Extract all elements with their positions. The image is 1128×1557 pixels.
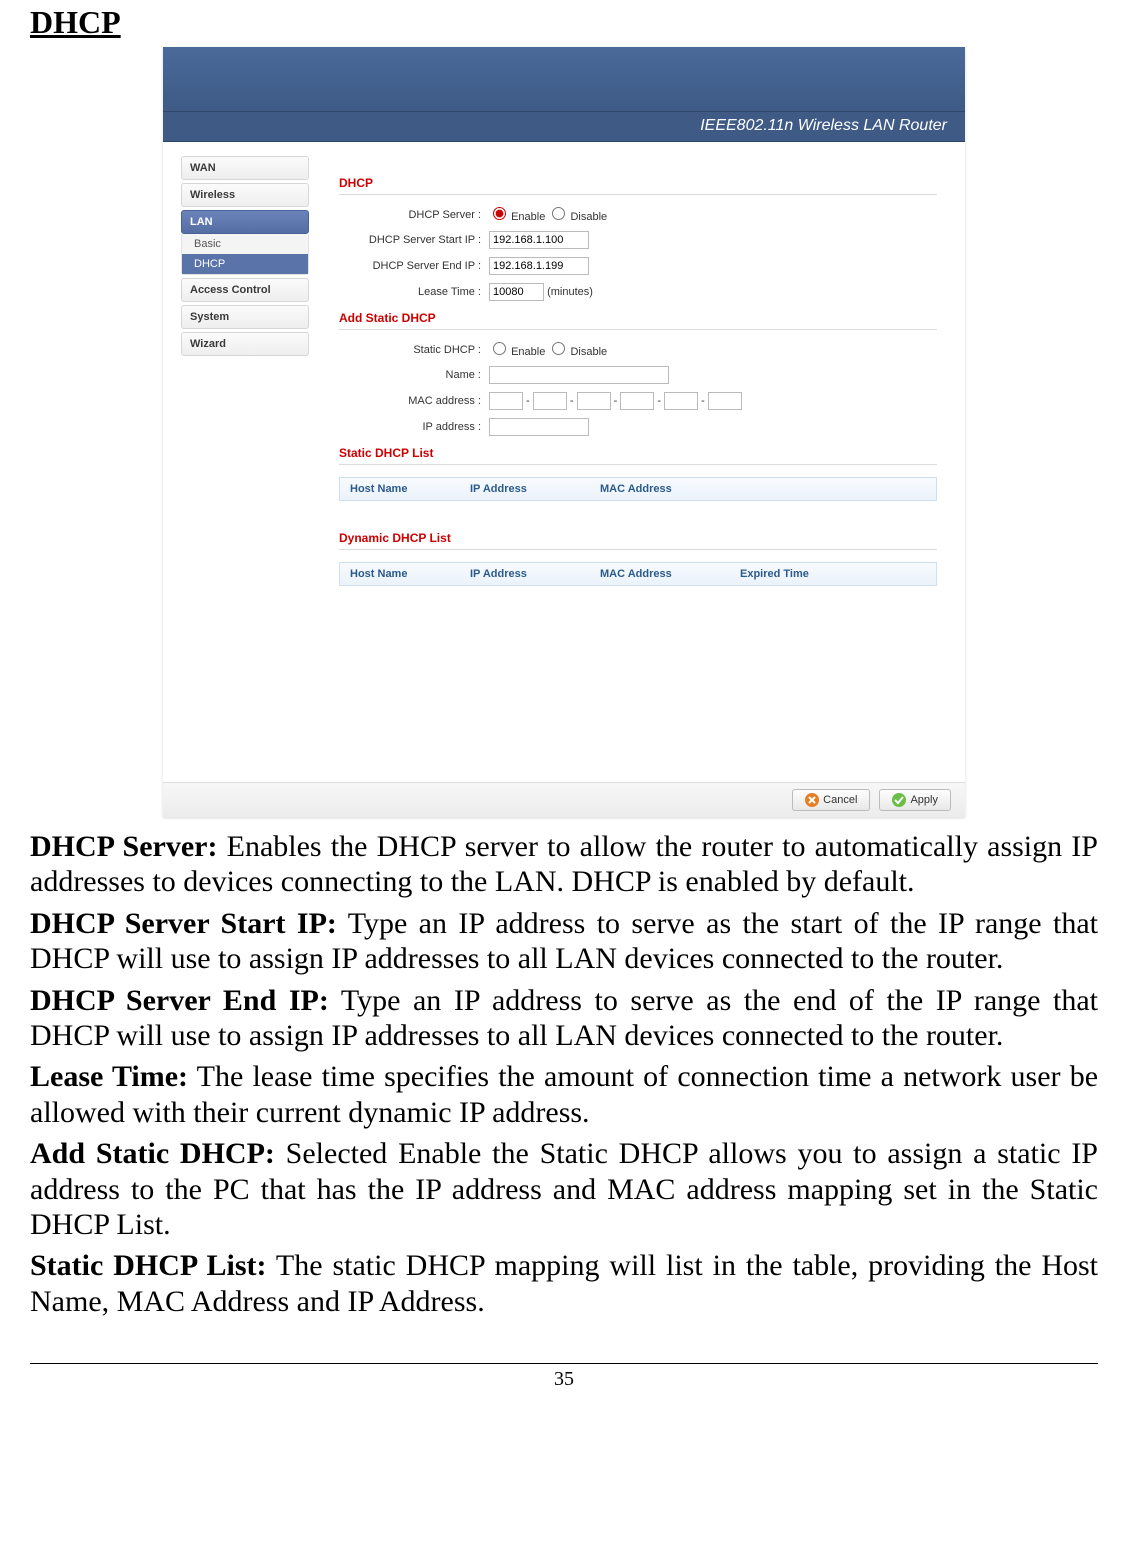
label-disable: Disable xyxy=(570,211,607,223)
section-dynamic-list: Dynamic DHCP List xyxy=(339,531,937,550)
apply-icon xyxy=(892,793,906,807)
input-mac-6[interactable] xyxy=(708,392,742,410)
nav-lan-basic[interactable]: Basic xyxy=(182,234,308,254)
cancel-icon xyxy=(805,793,819,807)
header-topbar xyxy=(163,47,965,112)
label-end-ip: DHCP Server End IP : xyxy=(339,260,489,272)
desc-static-list: Static DHCP List: The static DHCP mappin… xyxy=(30,1248,1098,1319)
input-lease-time[interactable] xyxy=(489,283,544,301)
radio-dhcp-enable[interactable] xyxy=(493,207,506,220)
section-static-list: Static DHCP List xyxy=(339,446,937,465)
nav-lan-dhcp[interactable]: DHCP xyxy=(182,254,308,274)
label-dhcp-server: DHCP Server : xyxy=(339,209,489,221)
nav-lan[interactable]: LAN xyxy=(181,210,309,234)
content-panel: DHCP DHCP Server : Enable Disable DHCP S… xyxy=(325,156,951,768)
page-footer: 35 xyxy=(30,1363,1098,1391)
th-expired: Expired Time xyxy=(730,563,850,585)
th-mac: MAC Address xyxy=(590,478,730,500)
input-mac-2[interactable] xyxy=(533,392,567,410)
section-add-static: Add Static DHCP xyxy=(339,311,937,330)
page-title: DHCP xyxy=(30,4,1098,41)
input-name[interactable] xyxy=(489,366,669,384)
desc-add-static: Add Static DHCP: Selected Enable the Sta… xyxy=(30,1136,1098,1242)
label-static-dhcp: Static DHCP : xyxy=(339,344,489,356)
input-mac-3[interactable] xyxy=(577,392,611,410)
radio-static-disable[interactable] xyxy=(552,342,565,355)
th-ip2: IP Address xyxy=(460,563,590,585)
router-screenshot: IEEE802.11n Wireless LAN Router WAN Wire… xyxy=(163,47,965,817)
label-mac: MAC address : xyxy=(339,395,489,407)
header-titlebar: IEEE802.11n Wireless LAN Router xyxy=(163,112,965,142)
input-ip[interactable] xyxy=(489,418,589,436)
nav-wireless[interactable]: Wireless xyxy=(181,183,309,207)
input-end-ip[interactable] xyxy=(489,257,589,275)
input-mac-5[interactable] xyxy=(664,392,698,410)
label-name: Name : xyxy=(339,369,489,381)
label-start-ip: DHCP Server Start IP : xyxy=(339,234,489,246)
th-hostname: Host Name xyxy=(340,478,460,500)
desc-end-ip: DHCP Server End IP: Type an IP address t… xyxy=(30,983,1098,1054)
label-enable: Enable xyxy=(511,211,545,223)
radio-dhcp-disable[interactable] xyxy=(552,207,565,220)
label-lease-unit: (minutes) xyxy=(547,286,593,298)
footer-bar: Cancel Apply xyxy=(163,782,965,817)
th-mac2: MAC Address xyxy=(590,563,730,585)
th-ip: IP Address xyxy=(460,478,590,500)
input-mac-1[interactable] xyxy=(489,392,523,410)
static-list-header: Host Name IP Address MAC Address xyxy=(339,477,937,501)
input-mac-4[interactable] xyxy=(620,392,654,410)
cancel-button[interactable]: Cancel xyxy=(792,789,870,811)
th-hostname2: Host Name xyxy=(340,563,460,585)
nav-access-control[interactable]: Access Control xyxy=(181,278,309,302)
desc-lease-time: Lease Time: The lease time specifies the… xyxy=(30,1059,1098,1130)
label-static-enable: Enable xyxy=(511,346,545,358)
dynamic-list-header: Host Name IP Address MAC Address Expired… xyxy=(339,562,937,586)
label-static-disable: Disable xyxy=(570,346,607,358)
radio-static-enable[interactable] xyxy=(493,342,506,355)
nav-wizard[interactable]: Wizard xyxy=(181,332,309,356)
label-lease-time: Lease Time : xyxy=(339,286,489,298)
sidebar-nav: WAN Wireless LAN Basic DHCP Access Contr… xyxy=(181,156,309,768)
desc-dhcp-server: DHCP Server: Enables the DHCP server to … xyxy=(30,829,1098,900)
label-ip: IP address : xyxy=(339,421,489,433)
apply-label: Apply xyxy=(910,794,938,806)
nav-system[interactable]: System xyxy=(181,305,309,329)
desc-start-ip: DHCP Server Start IP: Type an IP address… xyxy=(30,906,1098,977)
apply-button[interactable]: Apply xyxy=(879,789,951,811)
section-dhcp: DHCP xyxy=(339,176,937,195)
cancel-label: Cancel xyxy=(823,794,857,806)
nav-lan-submenu: Basic DHCP xyxy=(181,234,309,275)
nav-wan[interactable]: WAN xyxy=(181,156,309,180)
input-start-ip[interactable] xyxy=(489,231,589,249)
